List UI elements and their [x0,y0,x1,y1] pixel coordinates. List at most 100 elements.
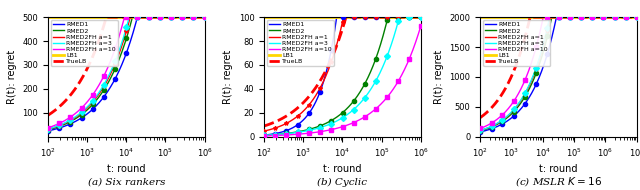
RMED1 [120,60,127,62]
TrueLB [354,16,362,18]
TrueLB [389,16,397,18]
LB1 [605,16,612,18]
RMED2FH a=1 [340,16,348,18]
RMED2 [335,115,342,117]
RMED2FH a=3 [546,16,554,18]
RMED2 [129,16,137,18]
LB1 [476,16,484,18]
RMED2FH a=3 [388,40,396,42]
RMED2FH a=1 [630,16,637,18]
RMED2FH a=10 [335,127,343,129]
Line: TrueLB: TrueLB [480,17,637,118]
RMED1 [552,16,560,18]
RMED1 [551,25,559,27]
LB1 [552,16,559,18]
Line: RMED1: RMED1 [48,17,205,131]
LB1 [551,16,559,18]
RMED2 [335,114,343,116]
Line: RMED1: RMED1 [264,17,420,135]
Line: RMED2FH a=10: RMED2FH a=10 [48,17,205,128]
RMED2 [138,16,145,18]
RMED1 [335,16,342,18]
Line: RMED2: RMED2 [480,17,637,131]
RMED2 [561,16,569,18]
X-axis label: t: round: t: round [107,165,145,174]
RMED2 [633,16,640,18]
RMED1 [561,16,569,18]
LB1 [201,16,209,18]
Line: TrueLB: TrueLB [48,17,205,115]
TrueLB [570,16,577,18]
Line: RMED2FH a=10: RMED2FH a=10 [264,26,420,136]
RMED1 [336,16,344,18]
RMED2FH a=1 [605,16,612,18]
RMED1 [605,16,612,18]
TrueLB [417,16,424,18]
LB1 [335,16,342,18]
RMED2 [413,16,421,18]
LB1 [633,16,640,18]
RMED2FH a=10 [633,16,640,18]
Line: RMED2FH a=10: RMED2FH a=10 [480,17,637,128]
TrueLB [561,16,569,18]
RMED2 [552,16,559,18]
LB1 [561,16,569,18]
TrueLB [335,37,343,39]
LB1 [388,16,396,18]
RMED2 [44,129,52,131]
RMED2FH a=1 [389,16,397,18]
RMED2FH a=1 [417,16,424,18]
RMED2FH a=1 [197,16,205,18]
RMED2FH a=1 [551,16,559,18]
RMED2FH a=10 [388,89,396,91]
RMED2FH a=1 [561,16,569,18]
RMED2FH a=3 [552,16,559,18]
RMED2FH a=3 [605,16,612,18]
RMED2FH a=10 [44,127,52,129]
RMED2FH a=1 [547,16,554,18]
LB1 [413,16,420,18]
RMED2 [384,16,392,18]
RMED2FH a=1 [120,40,127,42]
RMED2FH a=3 [476,129,484,131]
RMED2 [476,130,484,132]
LB1 [335,16,343,18]
RMED2FH a=10 [413,37,420,40]
Line: RMED2FH a=3: RMED2FH a=3 [48,17,205,129]
LB1 [44,16,52,18]
RMED2 [173,16,180,18]
RMED2FH a=1 [201,16,209,18]
Y-axis label: R(t): regret: R(t): regret [7,50,17,104]
TrueLB [173,16,180,18]
Line: RMED2FH a=1: RMED2FH a=1 [480,17,637,131]
RMED2 [260,134,268,136]
TrueLB [201,16,209,18]
LB1 [173,16,180,18]
RMED2 [630,16,637,18]
RMED1 [354,16,362,18]
Y-axis label: R(t): regret: R(t): regret [223,50,233,104]
RMED2FH a=10 [552,16,559,18]
RMED2FH a=3 [44,128,52,130]
RMED2FH a=10 [551,16,559,18]
RMED1 [201,16,209,18]
RMED2FH a=3 [396,16,403,18]
Line: TrueLB: TrueLB [264,17,420,126]
X-axis label: t: round: t: round [540,165,578,174]
Legend: RMED1, RMED2, RMED2FH a=1, RMED2FH a=3, RMED2FH a=10, LB1, TrueLB: RMED1, RMED2, RMED2FH a=1, RMED2FH a=3, … [268,20,333,66]
LB1 [353,16,361,18]
TrueLB [413,16,421,18]
RMED2FH a=3 [570,16,577,18]
RMED2FH a=3 [633,16,640,18]
RMED2FH a=10 [335,127,342,129]
TrueLB [44,114,52,116]
RMED1 [118,62,126,64]
RMED2FH a=1 [413,16,421,18]
TrueLB [605,16,612,18]
RMED2 [551,16,559,18]
Line: RMED1: RMED1 [480,17,637,132]
RMED2FH a=1 [354,16,362,18]
LB1 [629,16,637,18]
Line: RMED2FH a=1: RMED2FH a=1 [264,17,420,131]
TrueLB [335,40,342,42]
